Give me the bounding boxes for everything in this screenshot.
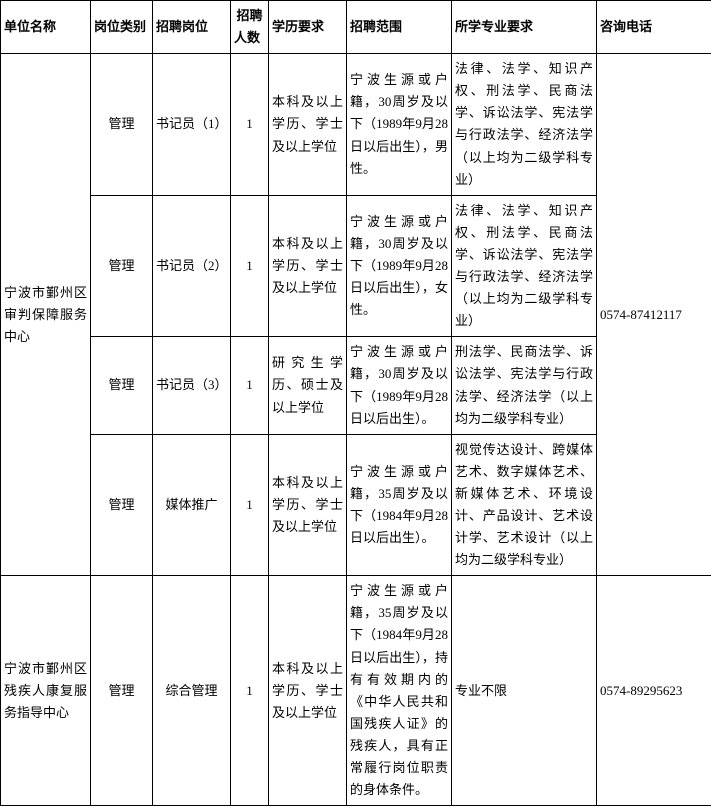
cell-scope: 宁波生源或户籍，30周岁及以下（1989年9月28日以后出生），男性。 xyxy=(347,54,452,196)
col-category: 岗位类别 xyxy=(91,1,153,54)
table-row: 宁波市鄞州区审判保障服务中心 管理 书记员（1） 1 本科及以上学历、学士及以上… xyxy=(1,54,711,196)
col-major: 所学专业要求 xyxy=(452,1,597,54)
cell-major: 刑法学、民商法学、诉讼法学、宪法学与行政法学、经济法学（以上均为二级学科专业） xyxy=(452,337,597,434)
cell-position: 媒体推广 xyxy=(153,434,231,576)
cell-category: 管理 xyxy=(91,54,153,196)
col-scope: 招聘范围 xyxy=(347,1,452,54)
header-row: 单位名称 岗位类别 招聘岗位 招聘人数 学历要求 招聘范围 所学专业要求 咨询电… xyxy=(1,1,711,54)
cell-scope: 宁波生源或户籍，30周岁及以下（1989年9月28日以后出生），女性。 xyxy=(347,195,452,337)
cell-education: 本科及以上学历、学士及以上学位 xyxy=(269,54,347,196)
cell-count: 1 xyxy=(231,434,269,576)
cell-education: 本科及以上学历、学士及以上学位 xyxy=(269,576,347,806)
col-education: 学历要求 xyxy=(269,1,347,54)
cell-major: 视觉传达设计、跨媒体艺术、数字媒体艺术、新媒体艺术、环境设计、产品设计、艺术设计… xyxy=(452,434,597,576)
col-position: 招聘岗位 xyxy=(153,1,231,54)
cell-scope: 宁波生源或户籍，30周岁及以下（1989年9月28日以后出生）。 xyxy=(347,337,452,434)
cell-count: 1 xyxy=(231,195,269,337)
cell-position: 书记员（2） xyxy=(153,195,231,337)
cell-count: 1 xyxy=(231,576,269,806)
cell-count: 1 xyxy=(231,337,269,434)
col-unit-name: 单位名称 xyxy=(1,1,91,54)
cell-position: 书记员（1） xyxy=(153,54,231,196)
cell-position: 综合管理 xyxy=(153,576,231,806)
cell-scope: 宁波生源或户籍，35周岁及以下（1984年9月28日以后出生）。 xyxy=(347,434,452,576)
cell-unit-name: 宁波市鄞州区审判保障服务中心 xyxy=(1,54,91,576)
table-body: 宁波市鄞州区审判保障服务中心 管理 书记员（1） 1 本科及以上学历、学士及以上… xyxy=(1,54,711,806)
cell-category: 管理 xyxy=(91,434,153,576)
cell-major: 法律、法学、知识产权、刑法学、民商法学、诉讼法学、宪法学与行政法学、经济法学（以… xyxy=(452,195,597,337)
cell-major: 法律、法学、知识产权、刑法学、民商法学、诉讼法学、宪法学与行政法学、经济法学（以… xyxy=(452,54,597,196)
table-row: 宁波市鄞州区残疾人康复服务指导中心 管理 综合管理 1 本科及以上学历、学士及以… xyxy=(1,576,711,806)
cell-category: 管理 xyxy=(91,337,153,434)
cell-phone: 0574-87412117 xyxy=(597,54,711,576)
recruitment-table: 单位名称 岗位类别 招聘岗位 招聘人数 学历要求 招聘范围 所学专业要求 咨询电… xyxy=(0,0,711,806)
cell-count: 1 xyxy=(231,54,269,196)
cell-education: 研究生学历、硕士及以上学位 xyxy=(269,337,347,434)
cell-phone: 0574-89295623 xyxy=(597,576,711,806)
cell-unit-name: 宁波市鄞州区残疾人康复服务指导中心 xyxy=(1,576,91,806)
cell-position: 书记员（3） xyxy=(153,337,231,434)
cell-major: 专业不限 xyxy=(452,576,597,806)
cell-category: 管理 xyxy=(91,576,153,806)
cell-education: 本科及以上学历、学士及以上学位 xyxy=(269,434,347,576)
col-phone: 咨询电话 xyxy=(597,1,711,54)
cell-education: 本科及以上学历、学士及以上学位 xyxy=(269,195,347,337)
cell-category: 管理 xyxy=(91,195,153,337)
col-count: 招聘人数 xyxy=(231,1,269,54)
cell-scope: 宁波生源或户籍，35周岁及以下（1984年9月28日以后出生），持有有效期内的《… xyxy=(347,576,452,806)
